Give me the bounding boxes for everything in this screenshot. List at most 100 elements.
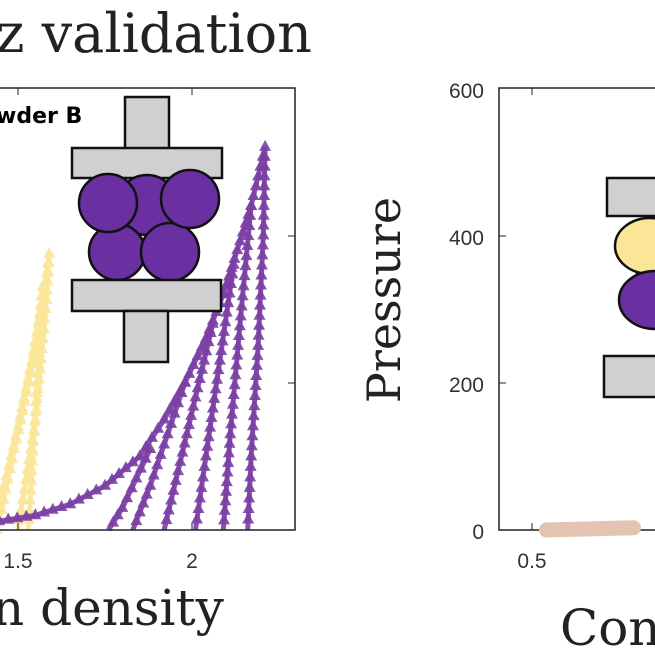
data-marker bbox=[125, 481, 138, 493]
data-marker bbox=[15, 502, 28, 514]
data-marker bbox=[20, 385, 33, 397]
data-marker bbox=[227, 257, 240, 269]
data-marker bbox=[175, 385, 188, 397]
data-marker bbox=[242, 501, 255, 513]
data-marker bbox=[134, 461, 147, 473]
data-marker bbox=[244, 470, 257, 482]
data-marker bbox=[35, 289, 48, 301]
data-marker bbox=[206, 401, 219, 413]
data-marker bbox=[161, 427, 174, 439]
data-marker bbox=[172, 396, 185, 408]
data-marker bbox=[226, 397, 239, 409]
left-axes-box bbox=[0, 87, 296, 531]
data-marker bbox=[8, 441, 21, 453]
data-marker bbox=[253, 318, 266, 330]
data-marker bbox=[107, 515, 120, 527]
data-marker bbox=[222, 296, 235, 308]
data-marker bbox=[24, 365, 37, 377]
data-marker bbox=[187, 399, 200, 411]
data-marker bbox=[204, 325, 217, 337]
data-marker bbox=[255, 258, 268, 270]
data-marker bbox=[25, 473, 38, 485]
data-marker bbox=[32, 356, 45, 368]
data-marker bbox=[32, 347, 45, 359]
left-plot: 1.5 2 wder B n density bbox=[0, 87, 296, 637]
data-marker bbox=[172, 464, 185, 476]
data-marker bbox=[245, 449, 258, 461]
data-marker bbox=[243, 491, 256, 503]
data-marker bbox=[224, 276, 237, 288]
data-marker bbox=[244, 459, 257, 471]
data-marker bbox=[216, 334, 229, 346]
data-marker bbox=[204, 420, 217, 432]
data-marker bbox=[1, 472, 14, 484]
right-xlabel: Con bbox=[560, 599, 655, 655]
data-marker bbox=[55, 499, 68, 511]
data-marker bbox=[152, 421, 165, 433]
data-marker bbox=[35, 299, 48, 311]
data-marker bbox=[218, 503, 231, 515]
data-marker bbox=[258, 179, 271, 191]
data-marker bbox=[27, 444, 40, 456]
data-marker bbox=[248, 389, 261, 401]
data-marker bbox=[81, 488, 94, 500]
data-marker bbox=[234, 309, 247, 321]
data-marker bbox=[0, 502, 8, 514]
press-bottom-stem bbox=[122, 309, 170, 364]
data-marker bbox=[247, 419, 260, 431]
data-marker bbox=[158, 437, 171, 449]
data-marker bbox=[133, 505, 146, 517]
data-marker bbox=[228, 378, 241, 390]
data-marker bbox=[34, 318, 47, 330]
data-marker bbox=[116, 500, 129, 512]
figure-title: z validation bbox=[0, 2, 312, 65]
data-marker bbox=[112, 467, 125, 479]
data-marker bbox=[144, 478, 157, 490]
data-marker bbox=[234, 234, 247, 246]
data-marker bbox=[252, 338, 265, 350]
data-marker bbox=[250, 368, 263, 380]
data-marker bbox=[147, 468, 160, 480]
data-marker bbox=[259, 139, 272, 151]
right-xtick-label: 0.5 bbox=[517, 550, 546, 573]
data-marker bbox=[200, 344, 213, 356]
data-marker bbox=[201, 439, 214, 451]
data-marker bbox=[24, 483, 37, 495]
data-marker bbox=[179, 375, 192, 387]
data-marker bbox=[41, 274, 54, 286]
press-illustration-right bbox=[602, 176, 655, 399]
press-top-stem bbox=[123, 95, 171, 151]
data-marker bbox=[33, 328, 46, 340]
data-marker bbox=[187, 357, 200, 369]
data-marker bbox=[238, 269, 251, 281]
data-marker bbox=[232, 329, 245, 341]
data-marker bbox=[247, 409, 260, 421]
data-marker bbox=[0, 515, 6, 526]
data-marker bbox=[249, 179, 262, 191]
data-marker bbox=[185, 408, 198, 420]
data-marker bbox=[137, 496, 150, 508]
data-marker bbox=[190, 512, 203, 524]
data-marker bbox=[237, 279, 250, 291]
particle bbox=[159, 168, 221, 230]
data-marker bbox=[11, 511, 24, 523]
data-marker bbox=[29, 405, 42, 417]
data-marker bbox=[24, 493, 37, 505]
data-marker bbox=[257, 198, 270, 210]
data-marker bbox=[28, 424, 41, 436]
data-marker bbox=[252, 328, 265, 340]
data-marker bbox=[246, 429, 259, 441]
data-marker bbox=[254, 278, 267, 290]
data-marker bbox=[178, 436, 191, 448]
data-marker bbox=[10, 432, 23, 444]
data-marker bbox=[16, 492, 29, 504]
particle bbox=[87, 222, 147, 282]
data-marker bbox=[31, 366, 44, 378]
data-marker bbox=[198, 459, 211, 471]
data-marker bbox=[145, 430, 158, 442]
data-marker bbox=[2, 512, 15, 524]
data-marker bbox=[20, 509, 33, 521]
data-marker bbox=[199, 449, 212, 461]
data-marker bbox=[253, 308, 266, 320]
data-marker bbox=[228, 251, 241, 263]
